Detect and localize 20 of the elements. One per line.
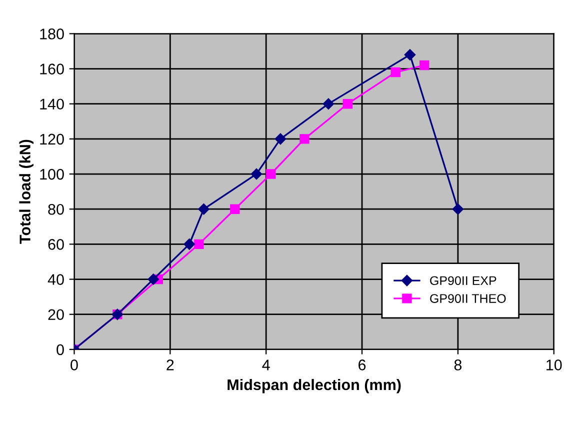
- y-tick-label: 140: [40, 98, 64, 110]
- y-tick-label: 160: [40, 64, 64, 74]
- y-tick-label: 60: [48, 239, 64, 250]
- x-tick-label: 6: [358, 360, 366, 370]
- legend-label: GP90II THEO: [430, 294, 506, 303]
- y-tick-label: 100: [40, 168, 64, 180]
- x-axis-title: Midspan delection (mm): [228, 378, 401, 394]
- x-tick-label: 10: [546, 360, 562, 370]
- y-tick-label: 120: [40, 134, 64, 145]
- y-tick-label: 20: [48, 309, 64, 320]
- y-tick-label: 80: [48, 204, 64, 215]
- x-tick-label: 0: [70, 360, 78, 370]
- y-tick-label: 180: [40, 28, 64, 40]
- y-axis-title: Total load (kN): [19, 140, 34, 244]
- x-tick-label: 4: [262, 360, 270, 370]
- x-tick-label: 8: [454, 360, 462, 370]
- x-tick-label: 2: [166, 360, 174, 370]
- y-tick-label: 40: [48, 274, 64, 285]
- legend-label: GP90II EXP: [430, 276, 496, 286]
- y-tick-label: 0: [56, 344, 64, 356]
